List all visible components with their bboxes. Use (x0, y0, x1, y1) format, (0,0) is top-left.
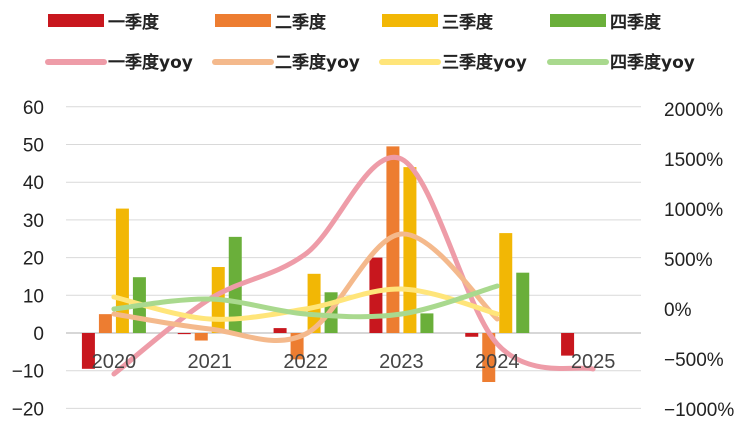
series-line (111, 154, 596, 377)
x-tick-label: 2021 (188, 351, 233, 373)
series-line (111, 283, 500, 320)
bar (81, 333, 95, 369)
bar (177, 333, 191, 335)
legend-label-1: 一季度 (108, 12, 160, 33)
y-tick-label: 0 (33, 324, 44, 345)
x-tick-label: 2020 (92, 351, 137, 373)
bar (273, 328, 287, 333)
y2-tick-label: 2000% (664, 100, 723, 121)
bar (98, 314, 112, 333)
y2-tick-label: 0% (664, 300, 692, 321)
bar (561, 333, 575, 356)
y2-tick-label: 1000% (664, 200, 723, 221)
x-tick-label: 2025 (571, 351, 616, 373)
legend-label-2: 二季度 (275, 12, 327, 33)
x-tick-label: 2024 (475, 351, 520, 373)
bar (420, 313, 434, 333)
y-tick-label: 10 (23, 286, 44, 307)
y-tick-label: 40 (23, 173, 44, 194)
bar (465, 333, 479, 337)
y-tick-label: 30 (23, 211, 44, 232)
y-tick-label: 50 (23, 136, 44, 157)
legend-line-label-3: 三季度yoy (442, 52, 527, 73)
legend-line-label-1: 一季度yoy (108, 52, 193, 73)
legend-label-3: 三季度 (442, 12, 494, 33)
y-tick-label: −10 (12, 362, 44, 383)
bar (403, 167, 417, 333)
right-axis: −1000% −500% 0% 500% 1000% 1500% 2000% (664, 100, 734, 421)
bar (307, 273, 321, 333)
bar (386, 146, 400, 333)
legend-swatch-3 (382, 14, 438, 27)
series-line (111, 286, 500, 322)
bar (516, 272, 530, 333)
y-tick-label: 60 (23, 98, 44, 119)
x-tick-label: 2023 (379, 351, 424, 373)
left-axis: −20 −10 0 10 20 30 40 50 60 (12, 98, 44, 421)
legend-label-4: 四季度 (610, 12, 662, 33)
legend-swatch-4 (550, 14, 606, 27)
x-tick-label: 2022 (283, 351, 328, 373)
bar (369, 257, 383, 333)
gridlines (66, 106, 641, 409)
line-series (111, 154, 596, 377)
y-tick-label: −20 (12, 399, 44, 420)
bar (194, 333, 208, 341)
y2-tick-label: −1000% (664, 400, 734, 421)
bar (499, 233, 513, 333)
legend-line-label-2: 二季度yoy (275, 52, 360, 73)
y2-tick-label: 500% (664, 250, 713, 271)
legend-line-label-4: 四季度yoy (610, 52, 695, 73)
category-axis: 2020 2021 2022 2023 2024 2025 (92, 351, 616, 373)
series-line (111, 231, 500, 343)
legend-swatch-2 (215, 14, 271, 27)
y-tick-label: 20 (23, 249, 44, 270)
bar (482, 333, 496, 383)
y2-tick-label: 1500% (664, 150, 723, 171)
legend-swatch-1 (48, 14, 104, 27)
y2-tick-label: −500% (664, 350, 724, 371)
